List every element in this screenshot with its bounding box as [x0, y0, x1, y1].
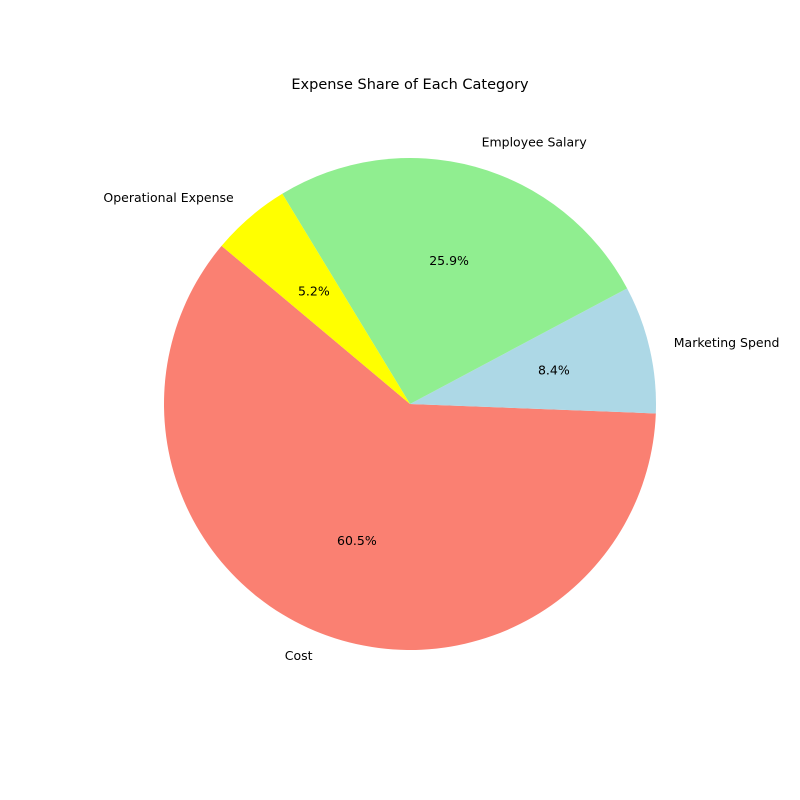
slice-label-employee-salary: Employee Salary: [482, 135, 588, 150]
slice-percent-employee-salary: 25.9%: [429, 253, 469, 268]
pie-slice-employee-salary: [282, 158, 628, 404]
slice-label-marketing-spend: Marketing Spend: [674, 335, 780, 350]
slice-percent-cost: 60.5%: [337, 533, 377, 548]
slice-percent-operational-expense: 5.2%: [298, 284, 330, 299]
chart-title: Expense Share of Each Category: [291, 77, 529, 93]
slice-label-cost: Cost: [285, 648, 313, 663]
slice-percent-marketing-spend: 8.4%: [538, 363, 570, 378]
pie-slices: [164, 158, 657, 650]
pie-slice-marketing-spend: [410, 288, 657, 414]
slice-label-operational-expense: Operational Expense: [103, 190, 234, 205]
pie-labels: Cost 60.5% Marketing Spend 8.4% Employee Sal…: [103, 135, 779, 663]
pie-slice-operational-expense: [221, 193, 410, 404]
pie-slice-cost: [164, 245, 656, 650]
